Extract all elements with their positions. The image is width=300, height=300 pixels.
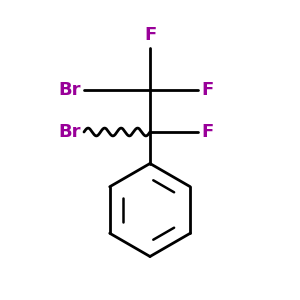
Text: Br: Br — [58, 81, 80, 99]
Text: F: F — [144, 26, 156, 44]
Text: F: F — [202, 81, 214, 99]
Text: Br: Br — [58, 123, 80, 141]
Text: F: F — [202, 123, 214, 141]
